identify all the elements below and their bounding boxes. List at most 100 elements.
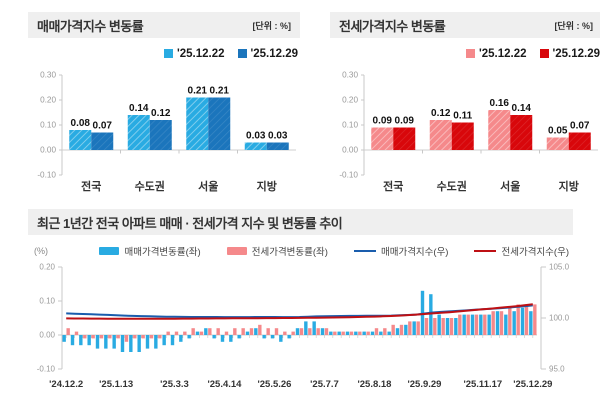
sale-change-panel: 매매가격지수 변동률 [단위 : %] '25.12.22 '25.12.29 … (28, 12, 300, 195)
svg-text:0.20: 0.20 (39, 263, 55, 272)
bar-지방-'25.12.29 (267, 143, 289, 151)
bar-지방-'25.12.22 (547, 138, 569, 151)
svg-text:0.08: 0.08 (71, 118, 91, 129)
legend-item-week1: '25.12.22 (164, 48, 225, 60)
legend-item-sale-index: 매매가격지수(우) (354, 244, 449, 258)
legend-label-week2: '25.12.29 (553, 48, 600, 60)
svg-text:0.21: 0.21 (210, 86, 230, 97)
legend-item-jeonse-change: 전세가격변동률(좌) (227, 244, 328, 258)
category-label-전국: 전국 (383, 179, 403, 193)
svg-text:0.05: 0.05 (548, 126, 568, 137)
bar-전국-'25.12.29 (393, 128, 415, 151)
legend-swatch-jeonse-index (474, 250, 496, 253)
legend-swatch-week1 (466, 49, 475, 58)
svg-text:100.0: 100.0 (549, 314, 570, 323)
svg-text:-0.10: -0.10 (339, 171, 358, 180)
jeonse-legend: '25.12.22 '25.12.29 (330, 46, 600, 61)
svg-text:0.09: 0.09 (373, 116, 393, 127)
bar-지방-'25.12.22 (245, 143, 267, 151)
svg-text:0.10: 0.10 (39, 297, 55, 306)
svg-text:-0.10: -0.10 (37, 365, 56, 374)
category-label-전국: 전국 (81, 179, 101, 193)
bar-수도권-'25.12.22 (128, 115, 150, 150)
svg-text:0.10: 0.10 (40, 121, 56, 130)
x-label-'25.7.7: '25.7.7 (310, 379, 339, 390)
svg-text:0.03: 0.03 (268, 131, 288, 142)
legend-label-sale-index: 매매가격지수(우) (381, 244, 449, 258)
svg-text:0.20: 0.20 (40, 96, 56, 105)
bar-지방-'25.12.29 (569, 133, 591, 151)
legend-item-sale-change: 매매가격변동률(좌) (99, 244, 200, 258)
svg-text:0.30: 0.30 (40, 71, 56, 80)
legend-label-jeonse-change: 전세가격변동률(좌) (252, 244, 328, 258)
legend-item-week1: '25.12.22 (466, 48, 527, 60)
trend-panel-header: 최근 1년간 전국 아파트 매매 · 전세가격 지수 및 변동률 추이 (28, 209, 573, 235)
category-label-서울: 서울 (500, 179, 520, 193)
svg-text:0.07: 0.07 (93, 121, 113, 132)
category-label-수도권: 수도권 (135, 180, 165, 193)
sale-panel-header: 매매가격지수 변동률 [단위 : %] (28, 12, 300, 38)
legend-label-week2: '25.12.29 (251, 48, 299, 60)
svg-text:0.21: 0.21 (188, 86, 208, 97)
bar-수도권-'25.12.22 (430, 120, 452, 150)
svg-text:0.20: 0.20 (342, 96, 358, 105)
bars-매매가격변동률(좌) (62, 291, 532, 352)
svg-text:0.07: 0.07 (570, 121, 590, 132)
trend-legend-items: 매매가격변동률(좌) 전세가격변동률(좌) 매매가격지수(우) 전세가격지수(우… (99, 244, 569, 258)
svg-text:0.03: 0.03 (246, 131, 266, 142)
sale-panel-title: 매매가격지수 변동률 (37, 16, 143, 35)
legend-swatch-sale-index (354, 250, 376, 253)
x-label-'25.1.13: '25.1.13 (99, 379, 133, 390)
bar-수도권-'25.12.29 (150, 120, 172, 150)
x-label-'25.4.14: '25.4.14 (208, 379, 243, 390)
svg-text:0.14: 0.14 (129, 103, 149, 114)
jeonse-change-panel: 전세가격지수 변동률 [단위 : %] '25.12.22 '25.12.29 … (330, 12, 600, 195)
svg-text:0.11: 0.11 (453, 111, 472, 122)
legend-label-jeonse-index: 전세가격지수(우) (501, 244, 569, 258)
category-label-지방: 지방 (257, 179, 277, 193)
svg-text:0.14: 0.14 (512, 103, 532, 114)
bar-서울-'25.12.29 (510, 115, 532, 150)
legend-label-week1: '25.12.22 (479, 48, 527, 60)
bar-전국-'25.12.29 (91, 133, 113, 151)
svg-text:0.16: 0.16 (490, 98, 510, 109)
x-label-'25.9.29: '25.9.29 (408, 379, 442, 390)
left-axis: 0.20 0.10 0.00 -0.10 (37, 263, 62, 374)
top-charts-row: 매매가격지수 변동률 [단위 : %] '25.12.22 '25.12.29 … (28, 12, 573, 195)
category-label-수도권: 수도권 (437, 180, 467, 193)
report-page: 매매가격지수 변동률 [단위 : %] '25.12.22 '25.12.29 … (28, 12, 573, 397)
trend-combo-chart: 0.200.100.00-0.10105.0100.095.0'24.12.2'… (28, 261, 573, 397)
jeonse-panel-header: 전세가격지수 변동률 [단위 : %] (330, 12, 600, 38)
svg-text:0.09: 0.09 (395, 116, 415, 127)
sale-legend: '25.12.22 '25.12.29 (28, 46, 298, 61)
svg-text:-0.10: -0.10 (37, 171, 56, 180)
x-label-'25.5.26: '25.5.26 (258, 379, 292, 390)
legend-label-week1: '25.12.22 (177, 48, 225, 60)
svg-text:0.12: 0.12 (431, 108, 451, 119)
legend-label-sale-change: 매매가격변동률(좌) (124, 244, 200, 258)
legend-swatch-week2 (540, 49, 549, 58)
left-axis-unit-label: (%) (34, 246, 48, 256)
legend-swatch-jeonse-change (227, 247, 247, 255)
x-label-'24.12.2: '24.12.2 (49, 379, 83, 390)
svg-text:0.10: 0.10 (342, 121, 358, 130)
svg-text:95.0: 95.0 (549, 365, 565, 374)
x-label-'25.12.29: '25.12.29 (513, 379, 552, 390)
trend-panel-title: 최근 1년간 전국 아파트 매매 · 전세가격 지수 및 변동률 추이 (37, 213, 342, 232)
x-label-'25.8.18: '25.8.18 (358, 379, 392, 390)
legend-swatch-week1 (164, 49, 173, 58)
trend-legend: (%) 매매가격변동률(좌) 전세가격변동률(좌) 매매가격지수(우) 전세가격… (28, 244, 573, 258)
legend-item-week2: '25.12.29 (238, 48, 299, 60)
svg-text:0.12: 0.12 (151, 108, 171, 119)
jeonse-unit-label: [단위 : %] (554, 19, 593, 32)
legend-swatch-week2 (238, 49, 247, 58)
legend-item-week2: '25.12.29 (540, 48, 600, 60)
jeonse-panel-title: 전세가격지수 변동률 (339, 16, 445, 35)
svg-text:0.00: 0.00 (342, 146, 358, 155)
bar-서울-'25.12.22 (186, 98, 208, 151)
x-label-'25.11.17: '25.11.17 (463, 379, 502, 390)
svg-text:0.00: 0.00 (39, 331, 55, 340)
bar-서울-'25.12.22 (488, 110, 510, 150)
